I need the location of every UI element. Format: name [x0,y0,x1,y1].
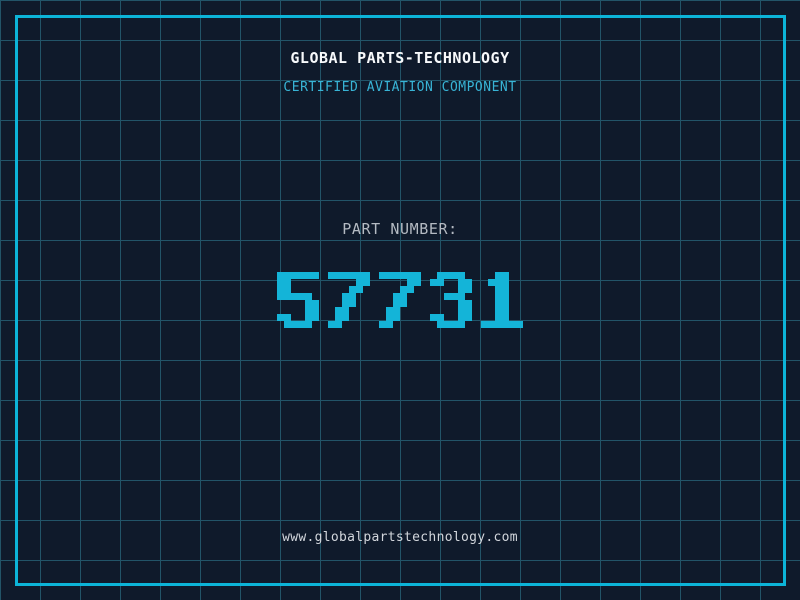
website-url: www.globalpartstechnology.com [282,530,518,545]
page-frame [15,15,786,586]
certification-subtitle: CERTIFIED AVIATION COMPONENT [283,80,517,95]
company-title: GLOBAL PARTS-TECHNOLOGY [290,49,510,67]
part-number-display [0,272,800,328]
part-number-label: PART NUMBER: [342,220,458,238]
